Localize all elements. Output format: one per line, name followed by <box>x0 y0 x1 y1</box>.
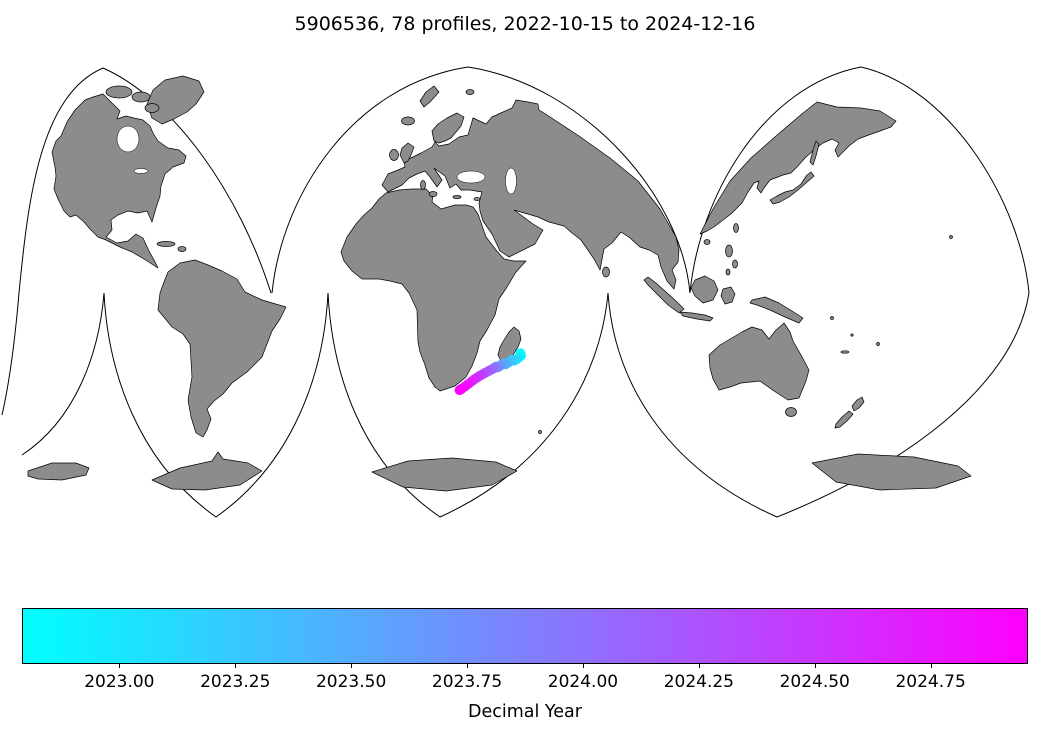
lobe-south-america <box>103 292 329 518</box>
sulawesi <box>720 286 736 305</box>
new-zealand-south <box>834 410 854 429</box>
new-caledonia <box>840 350 850 354</box>
solomon-islands <box>830 316 834 320</box>
hainan <box>703 239 711 245</box>
hudson-bay <box>116 125 140 153</box>
colorbar-tick-label: 2024.25 <box>663 672 734 692</box>
figure-title: 5906536, 78 profiles, 2022-10-15 to 2024… <box>294 13 756 35</box>
lobe-east-asia-pacific <box>689 66 1030 294</box>
lobe-eurasia-africa <box>271 66 691 294</box>
java <box>679 311 714 322</box>
colorbar-tick <box>582 664 584 668</box>
profile-scatter <box>454 348 526 396</box>
projection-outline <box>1 66 1030 518</box>
antarctica-fragment <box>151 451 263 491</box>
greenland <box>146 75 205 125</box>
sri-lanka <box>602 266 610 278</box>
east-asia <box>699 101 897 235</box>
cuba <box>156 241 176 247</box>
svalbard <box>465 89 475 95</box>
map-container <box>0 50 1050 595</box>
sardinia <box>420 180 426 190</box>
tasmania <box>785 407 797 417</box>
colorbar-tick-label: 2024.50 <box>779 672 850 692</box>
colorbar-tick-label: 2023.75 <box>431 672 503 692</box>
taiwan <box>733 223 739 233</box>
australia <box>708 322 810 401</box>
colorbar-tick <box>814 664 816 668</box>
continent-north-america <box>51 93 187 269</box>
antarctica-fragment <box>371 457 518 492</box>
cyprus <box>473 197 481 201</box>
greenland-east-fragment <box>419 85 440 108</box>
colorbar-tick <box>351 664 353 668</box>
colorbar-tick <box>235 664 237 668</box>
colorbar-label: Decimal Year <box>468 702 582 722</box>
caspian-sea <box>505 167 517 195</box>
new-zealand-north <box>851 396 865 412</box>
new-guinea <box>749 296 804 324</box>
antarctica-fragment <box>27 462 90 481</box>
vanuatu <box>850 333 854 337</box>
hispaniola <box>177 246 187 252</box>
great-britain <box>399 142 415 164</box>
colorbar-tick <box>119 664 121 668</box>
lobe-australia-pacific <box>607 292 1030 518</box>
black-sea <box>456 170 486 184</box>
colorbar <box>22 608 1028 664</box>
colorbar-tick <box>698 664 700 668</box>
continent-africa <box>340 188 527 392</box>
water-layer <box>116 125 517 195</box>
japan <box>769 171 815 205</box>
world-map <box>1 66 1030 518</box>
lobe-south-pacific-right-edge <box>21 292 105 456</box>
colorbar-tick-label: 2024.00 <box>547 672 619 692</box>
philippines <box>725 268 731 276</box>
philippines <box>732 259 738 269</box>
sumatra <box>643 276 685 314</box>
arctic-island <box>105 85 133 99</box>
profile-point <box>454 385 465 396</box>
continent-eurasia <box>381 99 680 290</box>
iceland <box>401 116 415 126</box>
fiji <box>876 342 880 346</box>
colorbar-tick-label: 2023.00 <box>84 672 155 692</box>
land-layer <box>27 75 972 492</box>
sakhalin <box>809 140 820 166</box>
lobe-north-america <box>18 67 272 294</box>
arctic-island <box>144 103 160 113</box>
arctic-island <box>131 91 151 103</box>
borneo <box>690 275 719 304</box>
lobe-south-pacific-left-edge <box>1 292 20 416</box>
sicily <box>428 191 438 197</box>
colorbar-tick <box>930 664 932 668</box>
lobe-south-africa <box>327 292 609 518</box>
colorbar-tick-label: 2023.50 <box>315 672 387 692</box>
colorbar-tick-label: 2023.25 <box>200 672 271 692</box>
colorbar-tick <box>467 664 469 668</box>
philippines <box>725 244 733 258</box>
great-lakes <box>133 168 149 174</box>
crete <box>452 195 462 199</box>
ireland <box>389 149 399 161</box>
continent-south-america <box>157 259 287 438</box>
hawaii <box>949 235 953 239</box>
kerguelen <box>538 430 542 434</box>
scandinavia <box>431 112 465 144</box>
colorbar-tick-label: 2024.75 <box>895 672 966 692</box>
antarctica-fragment <box>811 453 972 491</box>
